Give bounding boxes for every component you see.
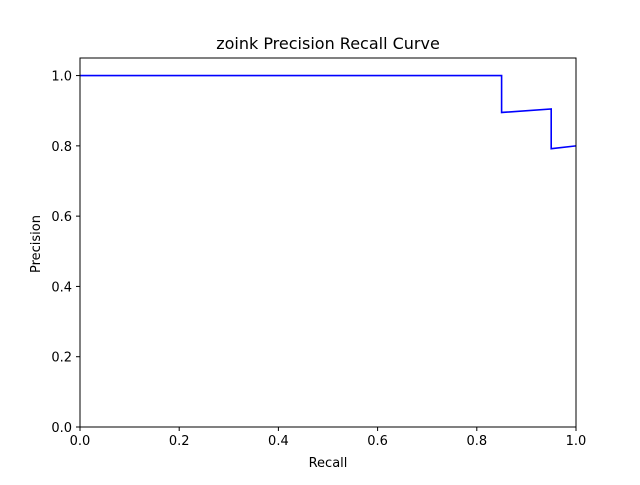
y-tick-label: 1.0 xyxy=(51,70,72,85)
x-tick-label: 0.4 xyxy=(268,434,289,449)
y-tick-label: 0.6 xyxy=(51,210,72,225)
x-axis-ticks: 0.0 0.2 0.4 0.6 0.8 1.0 xyxy=(70,427,587,449)
x-tick-label: 1.0 xyxy=(566,434,587,449)
x-tick-label: 0.2 xyxy=(169,434,190,449)
y-tick-label: 0.4 xyxy=(51,280,72,295)
plot-frame xyxy=(79,57,577,428)
y-tick-label: 0.0 xyxy=(51,421,72,436)
y-axis-ticks: 0.0 0.2 0.4 0.6 0.8 1.0 xyxy=(51,70,80,436)
x-tick-label: 0.6 xyxy=(367,434,388,449)
y-tick-label: 0.2 xyxy=(51,351,72,366)
x-tick-label: 0.0 xyxy=(70,434,91,449)
pr-curve-line xyxy=(80,74,577,150)
plot-area xyxy=(80,74,577,150)
y-axis-label: Precision xyxy=(29,215,44,273)
chart-title: zoink Precision Recall Curve xyxy=(216,34,440,53)
y-tick-label: 0.8 xyxy=(51,140,72,155)
x-axis-label: Recall xyxy=(309,456,348,471)
x-tick-label: 0.8 xyxy=(466,434,487,449)
